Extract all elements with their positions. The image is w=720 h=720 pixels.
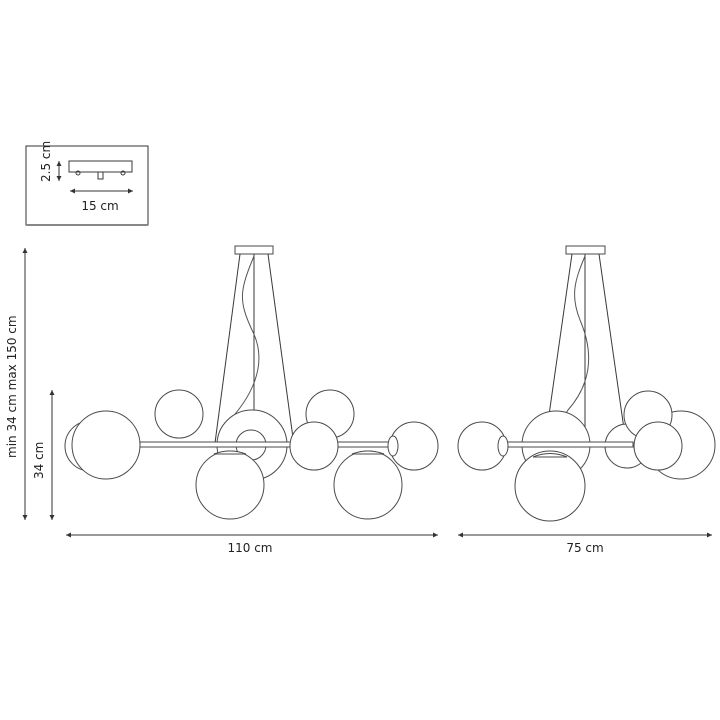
globe <box>514 450 586 522</box>
globe <box>289 421 339 471</box>
cable-right <box>598 253 627 444</box>
inset-width-label: 15 cm <box>81 199 118 213</box>
globe <box>633 421 683 471</box>
body-height-label: 34 cm <box>32 442 46 479</box>
globe <box>195 450 265 520</box>
globe <box>333 450 403 520</box>
height-dimensions: min 34 cm max 150 cm 34 cm <box>5 248 55 520</box>
side-view: 75 cm <box>457 245 716 555</box>
globe <box>154 389 204 439</box>
inset-frame <box>25 145 149 226</box>
arm <box>139 441 391 448</box>
front-width-label: 110 cm <box>227 541 272 555</box>
globe <box>71 410 141 480</box>
canopy <box>565 245 606 255</box>
front-view: 110 cm <box>64 245 439 555</box>
canopy <box>234 245 274 255</box>
cable-left <box>214 253 241 444</box>
side-width-label: 75 cm <box>566 541 603 555</box>
arm <box>506 441 634 448</box>
canopy-inset: 2.5 cm 15 cm <box>25 141 149 226</box>
suspension-label: min 34 cm max 150 cm <box>5 315 19 458</box>
inset-height-label: 2.5 cm <box>39 141 53 182</box>
cable-right <box>267 253 294 439</box>
